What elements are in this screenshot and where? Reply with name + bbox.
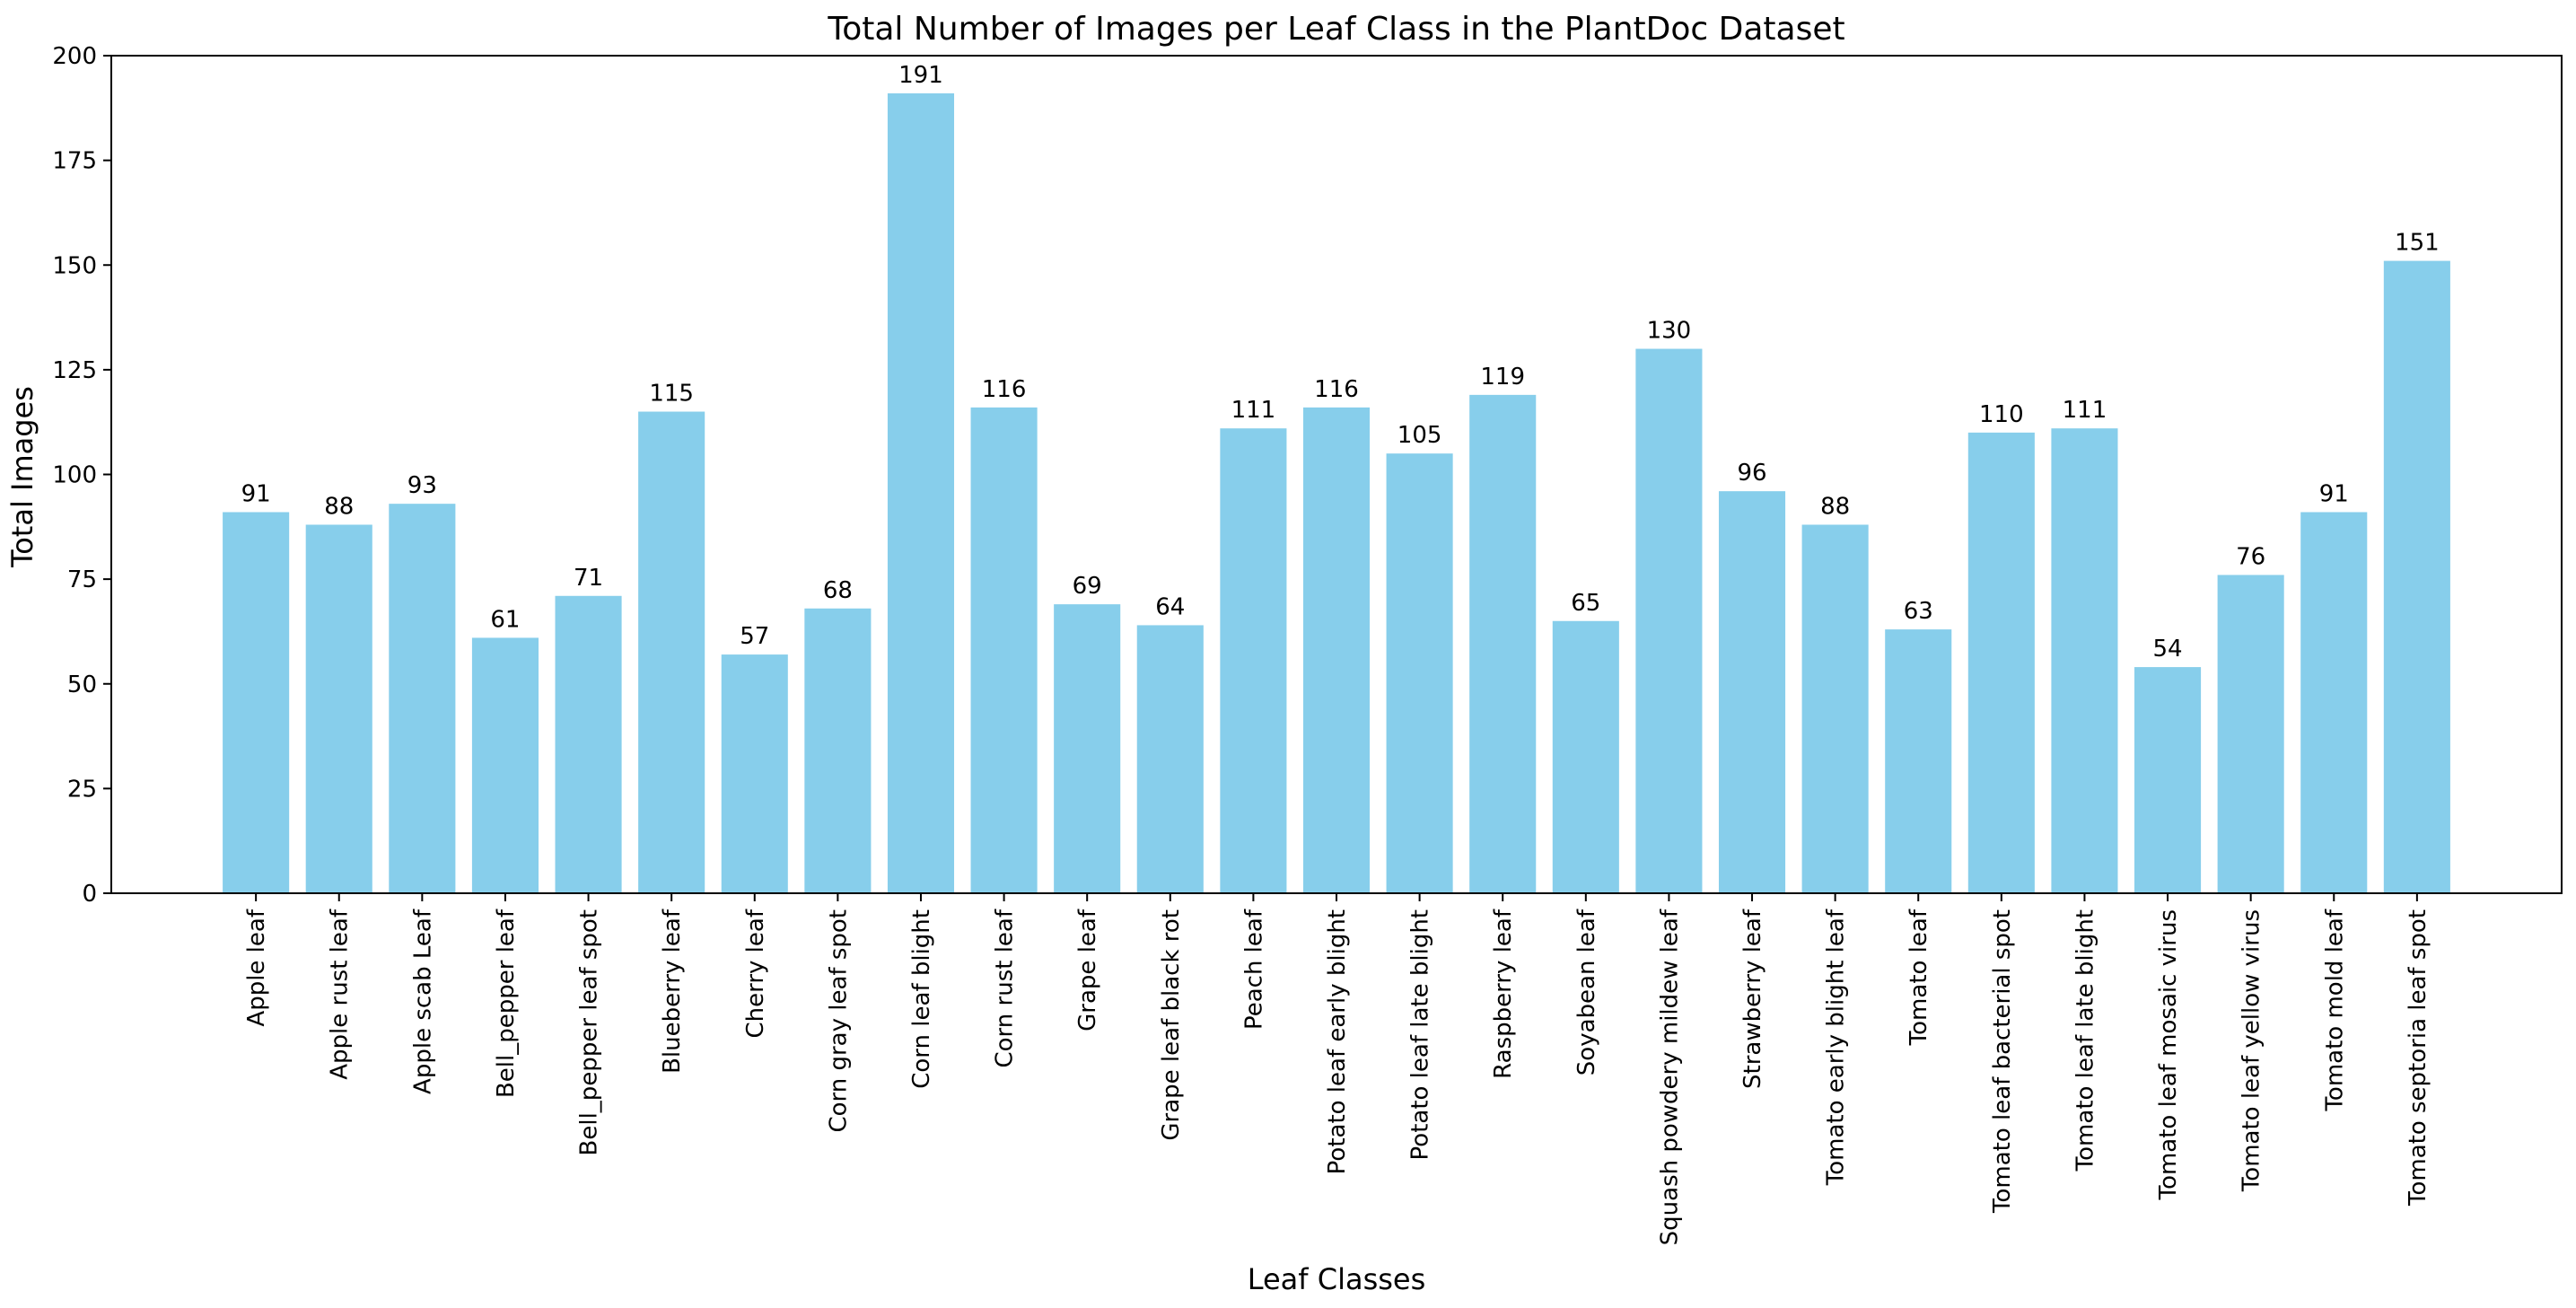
x-axis: Apple leaf Apple rust leaf Apple scab Leaf… xyxy=(243,893,2431,1245)
y-tick-label: 200 xyxy=(52,43,97,70)
bar-value-label: 91 xyxy=(2319,480,2349,507)
x-tick-label: Tomato leaf late blight xyxy=(2072,909,2098,1172)
x-tick-label: Tomato leaf xyxy=(1906,909,1932,1046)
bar xyxy=(2217,575,2284,893)
x-tick-label: Tomato leaf yellow virus xyxy=(2239,909,2265,1192)
bar-value-label: 111 xyxy=(1231,397,1276,424)
bar xyxy=(223,512,290,893)
bar-value-label: 61 xyxy=(490,606,520,633)
bar-value-label: 69 xyxy=(1073,573,1102,600)
x-axis-label: Leaf Classes xyxy=(1248,1262,1426,1296)
bar xyxy=(1801,524,1869,893)
bar xyxy=(1552,620,1619,893)
bar xyxy=(1469,394,1537,893)
bar-value-label: 63 xyxy=(1904,598,1933,625)
y-tick-label: 125 xyxy=(52,357,97,384)
x-tick-label: Peach leaf xyxy=(1240,909,1267,1030)
x-tick-label: Tomato mold leaf xyxy=(2321,909,2348,1111)
x-tick-label: Squash powdery mildew leaf xyxy=(1656,909,1683,1245)
x-tick-label: Grape leaf xyxy=(1074,909,1101,1031)
bar xyxy=(389,504,456,893)
chart-title: Total Number of Images per Leaf Class in… xyxy=(827,11,1844,48)
bar-value-label: 111 xyxy=(2063,397,2107,424)
x-tick-label: Apple leaf xyxy=(243,909,270,1026)
x-tick-label: Apple rust leaf xyxy=(327,909,354,1080)
y-tick-label: 100 xyxy=(52,462,97,489)
x-tick-label: Corn gray leaf spot xyxy=(825,909,852,1133)
bar-value-label: 130 xyxy=(1647,318,1692,345)
y-tick-label: 50 xyxy=(67,672,97,698)
data-labels: 91 88 93 61 71 115 57 68 191 116 69 64 111 116 105 119 6… xyxy=(241,62,2440,663)
bar xyxy=(2134,667,2202,893)
bar-value-label: 65 xyxy=(1571,590,1600,617)
bar xyxy=(970,407,1038,893)
bar xyxy=(555,595,622,893)
bar xyxy=(1220,428,1287,893)
y-tick-label: 75 xyxy=(67,566,97,593)
x-tick-label: Grape leaf black rot xyxy=(1158,909,1185,1141)
bar-value-label: 71 xyxy=(574,565,603,592)
bar-value-label: 110 xyxy=(1979,401,2024,428)
bars xyxy=(223,92,2450,894)
x-tick-label: Tomato leaf mosaic virus xyxy=(2155,909,2182,1200)
bar xyxy=(804,608,872,893)
x-tick-label: Tomato leaf bacterial spot xyxy=(1989,909,2016,1214)
bar-value-label: 151 xyxy=(2395,230,2440,257)
bar-value-label: 76 xyxy=(2236,543,2265,570)
bar-value-label: 93 xyxy=(407,472,437,499)
bar-value-label: 119 xyxy=(1480,364,1525,391)
bar xyxy=(1386,453,1453,893)
x-tick-label: Soyabean leaf xyxy=(1573,909,1600,1075)
bar xyxy=(1054,604,1121,893)
bar xyxy=(305,524,372,893)
x-tick-label: Potato leaf early blight xyxy=(1324,909,1351,1174)
x-tick-label: Strawberry leaf xyxy=(1739,909,1766,1089)
bar-value-label: 68 xyxy=(823,577,853,604)
x-tick-label: Corn leaf blight xyxy=(908,909,935,1089)
bar xyxy=(1967,432,2035,894)
bar xyxy=(1302,407,1371,893)
y-tick-label: 0 xyxy=(82,881,97,908)
bar xyxy=(1718,491,1786,893)
x-tick-label: Corn rust leaf xyxy=(992,909,1019,1067)
y-tick-label: 25 xyxy=(67,776,97,803)
bar-value-label: 116 xyxy=(982,376,1027,403)
bar xyxy=(1635,348,1703,893)
x-tick-label: Raspberry leaf xyxy=(1490,909,1517,1079)
y-axis-label: Total Images xyxy=(5,386,39,568)
x-tick-label: Tomato early blight leaf xyxy=(1823,909,1850,1186)
bar xyxy=(2383,260,2450,894)
bar-value-label: 191 xyxy=(898,62,943,89)
y-tick-label: 175 xyxy=(52,148,97,175)
bar-value-label: 105 xyxy=(1398,422,1442,449)
bar-value-label: 88 xyxy=(324,493,354,520)
bar-value-label: 88 xyxy=(1820,493,1850,520)
bar xyxy=(638,411,705,893)
plot-frame xyxy=(110,55,2563,894)
x-tick-label: Bell_pepper leaf spot xyxy=(576,909,603,1155)
bar xyxy=(721,654,788,893)
bar-value-label: 115 xyxy=(649,381,694,408)
bar-value-label: 57 xyxy=(740,623,769,650)
y-axis: 0 25 50 75 100 125 150 175 200 xyxy=(52,43,111,908)
bar-value-label: 54 xyxy=(2153,636,2183,663)
bar-value-label: 91 xyxy=(241,480,271,507)
bar-value-label: 96 xyxy=(1737,460,1766,487)
bar xyxy=(2300,512,2368,893)
bar xyxy=(1885,629,1952,893)
bar xyxy=(887,92,955,894)
x-tick-label: Blueberry leaf xyxy=(659,909,686,1074)
x-tick-label: Cherry leaf xyxy=(742,909,769,1038)
bar-value-label: 64 xyxy=(1155,593,1185,620)
bar xyxy=(1136,625,1204,893)
x-tick-label: Tomato septoria leaf spot xyxy=(2405,909,2431,1207)
x-tick-label: Bell_pepper leaf xyxy=(493,909,520,1098)
bar xyxy=(471,637,539,893)
x-tick-label: Potato leaf late blight xyxy=(1407,909,1434,1160)
bar-value-label: 116 xyxy=(1314,376,1359,403)
y-tick-label: 150 xyxy=(52,252,97,279)
x-tick-label: Apple scab Leaf xyxy=(409,909,436,1094)
bar xyxy=(2051,428,2118,893)
